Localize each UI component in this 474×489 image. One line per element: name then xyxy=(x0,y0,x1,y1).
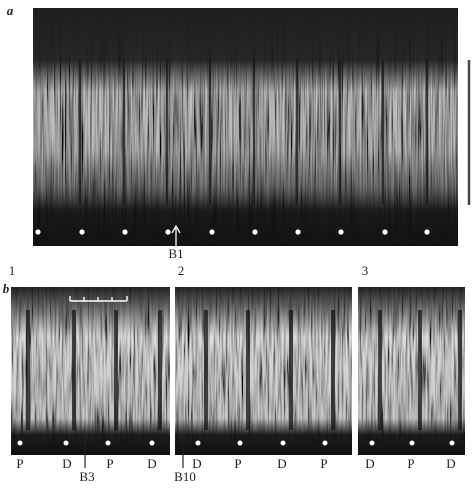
arrow-head xyxy=(178,432,188,443)
dot xyxy=(149,440,155,446)
dot xyxy=(35,229,41,235)
stimulus-dividers xyxy=(78,60,471,205)
dot xyxy=(63,440,69,446)
marker-label: D xyxy=(192,456,201,471)
arrow-label: B10 xyxy=(174,469,196,484)
dot xyxy=(252,229,258,235)
dot xyxy=(195,440,201,446)
panel-shade xyxy=(175,287,352,455)
dot xyxy=(424,229,430,235)
panel-shade xyxy=(358,287,465,455)
panel-a-image xyxy=(33,8,458,246)
subpanel-number: 2 xyxy=(178,263,185,278)
marker-label: P xyxy=(234,456,241,471)
dot xyxy=(295,229,301,235)
panel-label: a xyxy=(7,3,14,18)
dot xyxy=(17,440,23,446)
dot xyxy=(449,440,455,446)
arrow-label: B3 xyxy=(79,469,94,484)
dot xyxy=(237,440,243,446)
arrow xyxy=(171,224,181,246)
stimulus-dots xyxy=(35,229,430,235)
dot xyxy=(322,440,328,446)
dot xyxy=(369,440,375,446)
dot xyxy=(165,229,171,235)
dot xyxy=(338,229,344,235)
subpanel-number: 3 xyxy=(362,263,369,278)
dot xyxy=(209,229,215,235)
dot xyxy=(105,440,111,446)
marker-label: D xyxy=(277,456,286,471)
panel-shade xyxy=(11,287,170,455)
arrow-label: B1 xyxy=(168,246,183,261)
arrow-head xyxy=(80,432,90,443)
dot xyxy=(280,440,286,446)
panel-label: b xyxy=(3,281,10,296)
marker-label: D xyxy=(147,456,156,471)
marker-label: D xyxy=(365,456,374,471)
scale-bar xyxy=(69,296,128,302)
panel-b: 1 P D P D B3 2 D P D P B10 3 D P D xyxy=(9,263,465,484)
subpanel-number: 1 xyxy=(9,263,16,278)
marker-label: D xyxy=(446,456,455,471)
dot xyxy=(409,440,415,446)
marker-label: D xyxy=(62,456,71,471)
dot xyxy=(122,229,128,235)
dot xyxy=(79,229,85,235)
marker-label: P xyxy=(106,456,113,471)
marker-label: P xyxy=(320,456,327,471)
marker-label: P xyxy=(16,456,23,471)
dot xyxy=(382,229,388,235)
marker-label: P xyxy=(407,456,414,471)
